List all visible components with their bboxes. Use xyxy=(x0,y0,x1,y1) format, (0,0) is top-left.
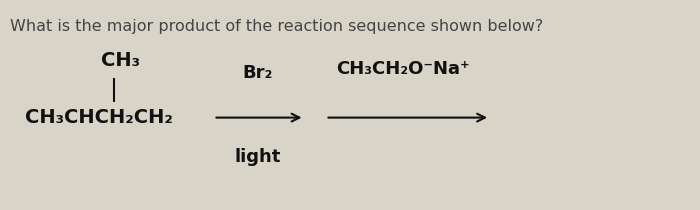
Text: What is the major product of the reaction sequence shown below?: What is the major product of the reactio… xyxy=(10,19,543,34)
Text: CH₃: CH₃ xyxy=(102,51,141,70)
Text: CH₃CH₂O⁻Na⁺: CH₃CH₂O⁻Na⁺ xyxy=(336,60,469,78)
Text: CH₃CHCH₂CH₂: CH₃CHCH₂CH₂ xyxy=(25,108,172,127)
Text: Br₂: Br₂ xyxy=(242,64,273,83)
Text: light: light xyxy=(234,148,281,167)
